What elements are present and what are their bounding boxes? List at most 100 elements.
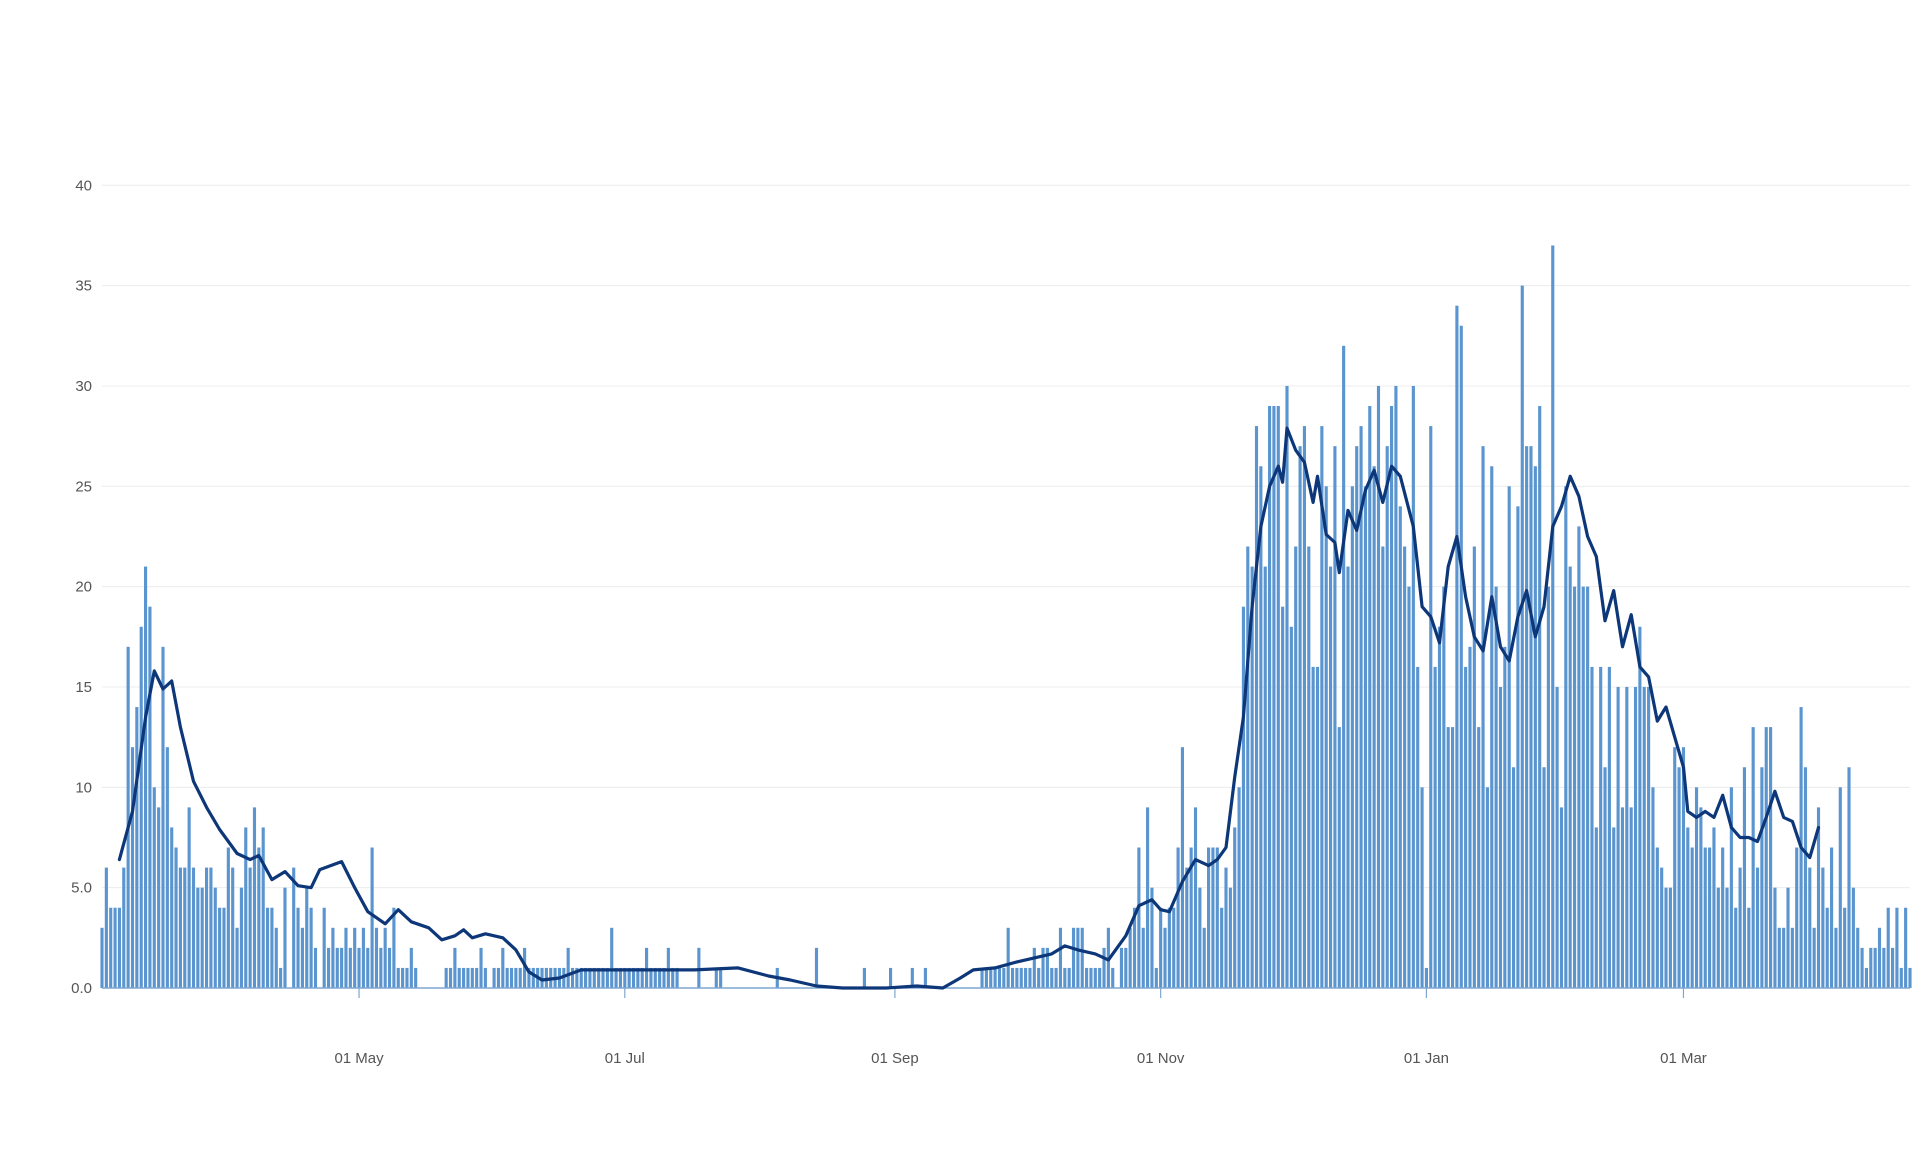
- bar: [531, 967, 535, 988]
- bar: [1655, 847, 1659, 988]
- bar: [1594, 827, 1598, 988]
- bar: [261, 827, 265, 988]
- bar: [248, 867, 252, 988]
- bar: [1141, 927, 1145, 988]
- x-tick-label: 01 Nov: [1137, 1050, 1185, 1067]
- bar: [1681, 747, 1686, 988]
- bar: [200, 887, 204, 988]
- bar: [1433, 666, 1437, 988]
- x-tick-label: 01 Jul: [605, 1050, 645, 1067]
- bar: [1233, 827, 1237, 988]
- bar: [1137, 847, 1141, 988]
- bar: [518, 967, 522, 988]
- bar: [1511, 767, 1516, 988]
- bar: [605, 967, 609, 988]
- bar: [1246, 546, 1250, 988]
- bar: [130, 747, 135, 988]
- bar: [658, 967, 662, 988]
- bar: [1298, 446, 1302, 988]
- bar: [1525, 446, 1529, 988]
- gridlines: [102, 184, 1910, 889]
- bar: [135, 707, 139, 988]
- bar: [1132, 907, 1137, 988]
- bar: [165, 747, 169, 988]
- bar: [540, 967, 544, 988]
- bar: [453, 947, 457, 988]
- bar: [1572, 586, 1577, 988]
- bar: [1446, 727, 1450, 988]
- bar: [1172, 907, 1176, 988]
- bar: [1228, 887, 1232, 988]
- bar: [984, 967, 988, 988]
- x-tick-label: 01 Sep: [871, 1050, 919, 1067]
- bar: [989, 967, 993, 988]
- bar: [1555, 686, 1559, 988]
- bar: [1468, 646, 1472, 988]
- bar: [1424, 967, 1428, 988]
- bar: [610, 927, 614, 988]
- bar: [252, 807, 257, 988]
- bar: [366, 947, 370, 988]
- bar: [1856, 927, 1860, 988]
- x-axis-ticks: 01 May 01 Jul 01 Sep 01 Nov 01 Jan 01 Mar: [334, 988, 1707, 1067]
- bar: [1891, 947, 1895, 988]
- y-tick-label: 30: [75, 378, 92, 395]
- y-tick-label: 25: [75, 478, 92, 495]
- bar: [1877, 927, 1882, 988]
- bar: [697, 947, 701, 988]
- bar: [174, 847, 178, 988]
- bar: [1146, 807, 1150, 988]
- bar: [305, 887, 309, 988]
- bar: [270, 907, 274, 988]
- bar: [1742, 767, 1747, 988]
- bar: [1002, 967, 1006, 988]
- bar: [1708, 847, 1712, 988]
- bar: [1660, 867, 1664, 988]
- bar: [1586, 586, 1590, 988]
- bar: [1089, 967, 1093, 988]
- bar: [1385, 446, 1389, 988]
- bar: [313, 947, 318, 988]
- bar: [640, 967, 644, 988]
- bar: [405, 967, 409, 988]
- bar: [627, 967, 631, 988]
- bar: [501, 947, 505, 988]
- bar: [218, 907, 222, 988]
- bar: [1533, 466, 1537, 989]
- bar: [1851, 887, 1855, 988]
- bar: [1686, 827, 1690, 988]
- bar: [1459, 325, 1463, 988]
- bar: [566, 947, 570, 988]
- bar: [1006, 927, 1010, 988]
- bar: [1830, 847, 1834, 988]
- y-tick-label: 35: [75, 278, 92, 295]
- bar: [1795, 847, 1799, 988]
- bar: [274, 927, 278, 988]
- bar: [1416, 666, 1420, 988]
- bar: [139, 626, 143, 988]
- bar: [1372, 466, 1376, 989]
- bar: [1450, 727, 1455, 988]
- bar: [401, 967, 405, 988]
- bar: [1376, 385, 1381, 988]
- bar: [675, 967, 679, 988]
- bar: [1311, 666, 1315, 988]
- bar: [483, 967, 487, 988]
- bar: [1538, 406, 1542, 988]
- bar: [144, 566, 148, 988]
- bar: [993, 967, 997, 988]
- y-axis-ticks: 0.0 5.0 10 15 20 25 30 35 40: [71, 177, 92, 997]
- bar: [1032, 947, 1036, 988]
- bar: [178, 867, 182, 988]
- bar: [374, 927, 379, 988]
- bar: [409, 947, 413, 988]
- bar: [104, 867, 108, 988]
- bar: [1747, 907, 1751, 988]
- bar: [523, 947, 527, 988]
- bar: [457, 967, 461, 988]
- bar: [1895, 907, 1899, 988]
- bar: [1045, 947, 1049, 988]
- bar: [1464, 666, 1468, 988]
- bar: [1302, 426, 1306, 989]
- bar: [1098, 967, 1102, 988]
